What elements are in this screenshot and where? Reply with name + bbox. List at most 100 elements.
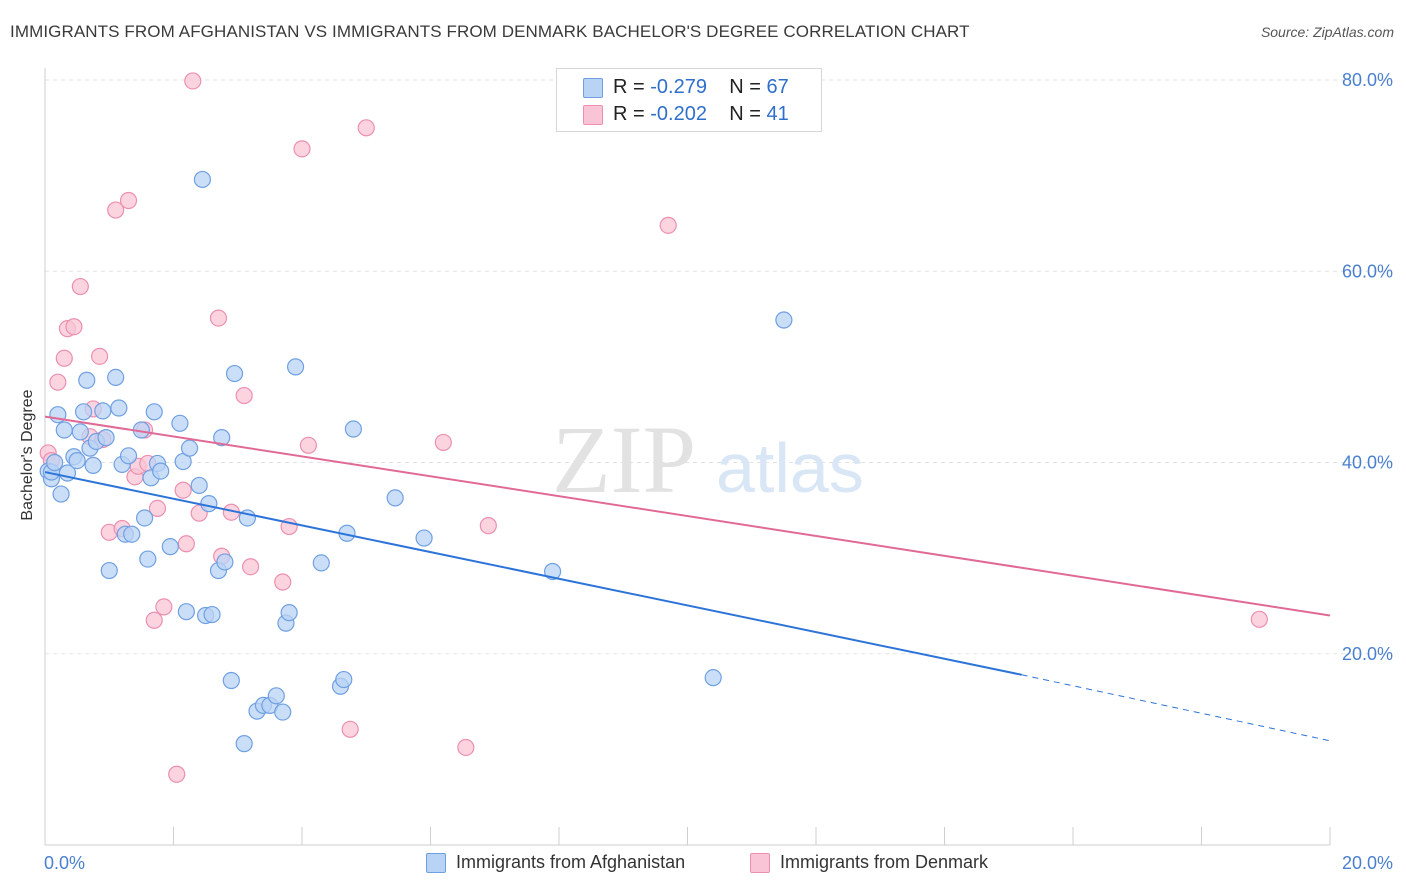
- afghanistan-point: [78, 371, 96, 389]
- afghanistan-point: [225, 364, 244, 383]
- afghanistan-point: [200, 495, 218, 513]
- denmark-point: [209, 309, 228, 327]
- afghanistan-point: [139, 550, 157, 568]
- afghanistan-point: [55, 421, 73, 439]
- afghanistan-point: [161, 538, 179, 556]
- legend-r-label: R =: [613, 103, 645, 125]
- legend-n-label: N =: [729, 76, 761, 98]
- afghanistan-point: [119, 447, 138, 465]
- chart-title: IMMIGRANTS FROM AFGHANISTAN VS IMMIGRANT…: [10, 22, 970, 41]
- legend-n-value: 67: [766, 76, 789, 98]
- afghanistan-point: [335, 670, 353, 689]
- denmark-point: [434, 433, 452, 452]
- denmark-point: [177, 535, 195, 553]
- afghanistan-point: [180, 439, 199, 457]
- afghanistan-point: [94, 402, 112, 420]
- afghanistan-point: [135, 509, 154, 527]
- afghanistan-point: [171, 414, 189, 432]
- y-tick-label: 80.0%: [1342, 70, 1393, 90]
- afghanistan-point: [52, 485, 70, 503]
- afghanistan-point: [235, 735, 253, 753]
- denmark-point: [107, 201, 125, 219]
- denmark-point: [479, 517, 497, 535]
- afghanistan-point: [386, 489, 404, 507]
- denmark-point: [659, 216, 677, 234]
- afghanistan-point: [123, 525, 141, 543]
- afghanistan-trend-line: [44, 471, 1022, 676]
- denmark-point: [55, 349, 73, 367]
- afghanistan-point: [543, 562, 562, 581]
- denmark-point: [65, 318, 83, 336]
- afghanistan-point: [415, 529, 433, 547]
- tick-labels: 20.0% 40.0% 60.0% 80.0% 0.0% 20.0%: [44, 70, 1393, 873]
- afghanistan-point: [71, 423, 89, 441]
- x-tick-label-max: 20.0%: [1342, 853, 1393, 873]
- afghanistan-point: [177, 603, 195, 621]
- watermark-zip: ZIP: [552, 406, 696, 513]
- afghanistan-trend-extension: [1021, 674, 1331, 742]
- denmark-point: [299, 436, 318, 454]
- afghanistan-point: [344, 420, 362, 438]
- legend-n-label: N =: [729, 103, 761, 125]
- series-swatch-blue: [426, 853, 446, 873]
- denmark-point: [274, 573, 292, 591]
- afghanistan-point: [704, 669, 722, 687]
- denmark-point: [174, 481, 192, 499]
- denmark-points: [39, 72, 1268, 783]
- grid-lines: [45, 79, 1392, 655]
- y-tick-label: 40.0%: [1342, 453, 1393, 473]
- watermark: ZIP atlas: [552, 406, 864, 513]
- denmark-point: [1250, 610, 1268, 628]
- afghanistan-point: [97, 429, 115, 447]
- denmark-point: [242, 558, 260, 576]
- source-label: Source: ZipAtlas.com: [1260, 24, 1394, 40]
- afghanistan-point: [74, 403, 93, 421]
- legend-r-label: R =: [613, 76, 645, 98]
- afghanistan-point: [267, 687, 285, 705]
- denmark-point: [293, 140, 311, 158]
- afghanistan-point: [68, 451, 86, 470]
- afghanistan-point: [213, 429, 231, 447]
- denmark-point: [341, 720, 359, 738]
- denmark-point: [91, 347, 109, 365]
- denmark-point: [71, 277, 89, 296]
- afghanistan-point: [193, 170, 212, 189]
- afghanistan-point: [145, 403, 163, 421]
- legend-r-value: -0.279: [650, 76, 707, 98]
- x-tick-label-min: 0.0%: [44, 853, 85, 873]
- afghanistan-point: [203, 605, 221, 624]
- denmark-point: [119, 191, 138, 210]
- stats-legend: R = -0.279 N = 67 R = -0.202 N = 41: [556, 68, 822, 132]
- afghanistan-point: [222, 671, 240, 690]
- denmark-point: [457, 738, 475, 757]
- afghanistan-point: [46, 453, 64, 472]
- afghanistan-point: [152, 462, 170, 480]
- denmark-point: [235, 386, 253, 405]
- denmark-point: [357, 119, 375, 137]
- afghanistan-point: [775, 311, 793, 329]
- afghanistan-point: [274, 703, 292, 721]
- afghanistan-point: [84, 456, 102, 474]
- legend-swatch-blue: [583, 78, 603, 98]
- y-tick-label: 60.0%: [1342, 261, 1393, 281]
- denmark-point: [49, 373, 67, 391]
- series-label-denmark: Immigrants from Denmark: [780, 852, 989, 872]
- afghanistan-point: [216, 553, 234, 571]
- afghanistan-point: [110, 399, 128, 417]
- legend-n-value: 41: [766, 103, 789, 125]
- afghanistan-point: [107, 368, 125, 386]
- afghanistan-point: [100, 561, 118, 580]
- denmark-point: [184, 72, 202, 90]
- denmark-point: [148, 499, 167, 517]
- afghanistan-point: [280, 604, 298, 622]
- denmark-point: [168, 765, 186, 783]
- legend-r-value: -0.202: [650, 103, 707, 125]
- afghanistan-point: [190, 476, 208, 495]
- legend-swatch-pink: [583, 105, 603, 125]
- afghanistan-point: [286, 358, 305, 376]
- denmark-point: [155, 598, 173, 616]
- watermark-atlas: atlas: [716, 429, 864, 507]
- denmark-point: [145, 611, 163, 629]
- denmark-trend-line: [44, 415, 1331, 617]
